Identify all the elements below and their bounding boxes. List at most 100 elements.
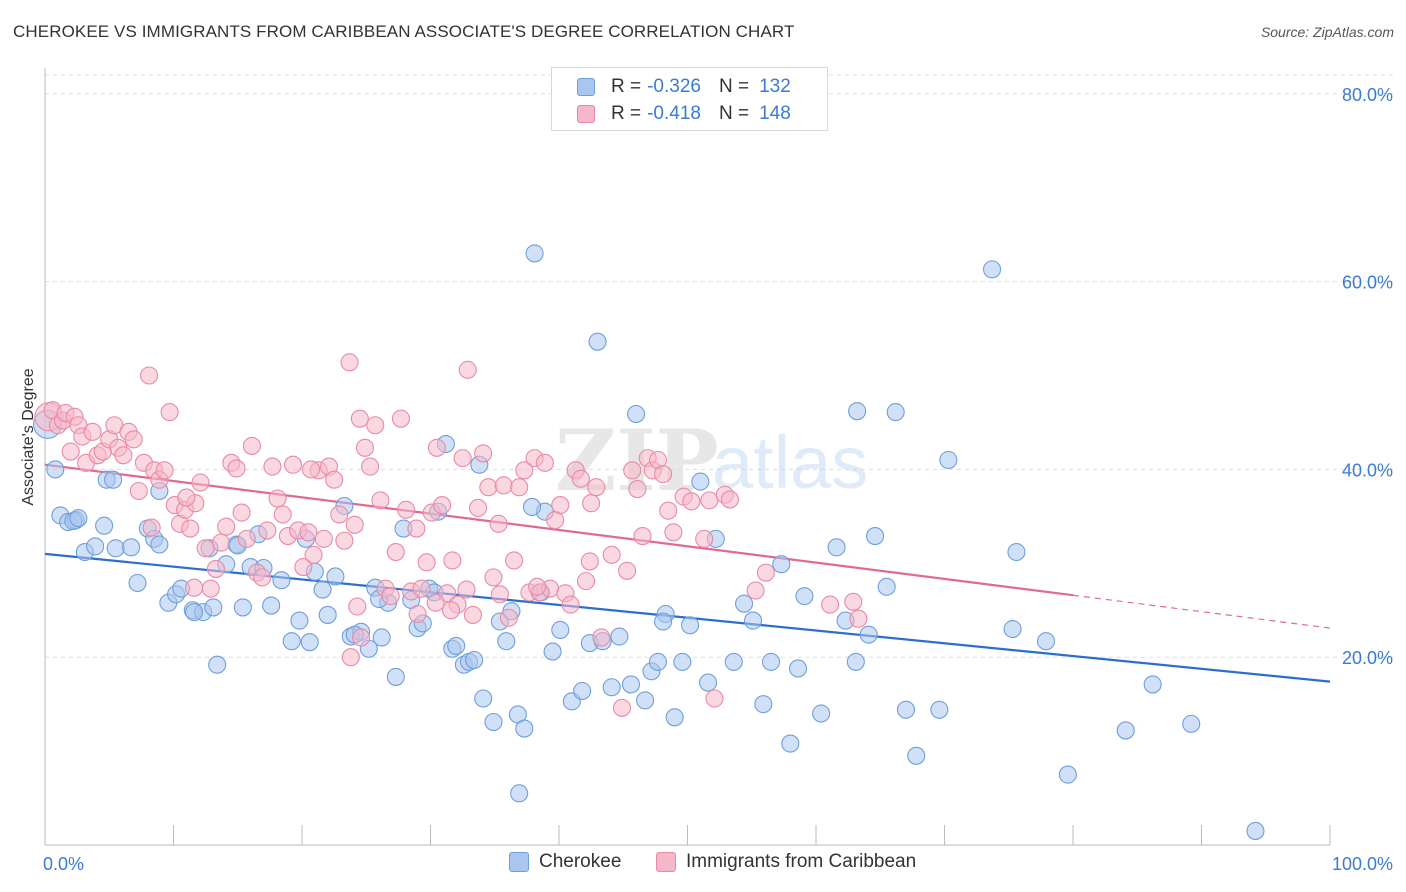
legend-r-label: R = [611,76,642,97]
cherokee-point [447,636,466,655]
cherokee-point [681,616,700,635]
caribbean-point [114,446,133,465]
cherokee-point [372,628,391,647]
cherokee-point [877,577,896,596]
caribbean-point [350,409,369,428]
caribbean-point [155,461,174,480]
caribbean-point [227,459,246,478]
cherokee-point [848,402,867,421]
cherokee-point [106,539,125,558]
cherokee-point [95,516,114,535]
caribbean-point [746,581,765,600]
cherokee-point [313,580,332,599]
cherokee-point [795,587,814,606]
cherokee-point [300,633,319,652]
bottom-legend: Cherokee Immigrants from Caribbean [0,851,1406,877]
axes [44,68,1331,846]
cherokee-point [474,689,493,708]
caribbean-point [177,488,196,507]
caribbean-point [304,545,323,564]
caribbean-point [618,561,637,580]
cherokee-point [522,497,542,517]
caribbean-trend-extension [1072,594,1331,629]
caribbean-point [484,568,503,587]
cherokee-point [510,784,529,803]
caribbean-point [682,492,701,511]
caribbean-point [546,511,565,530]
caribbean-point [582,494,601,513]
cherokee-point [1007,542,1026,562]
legend-r-value: -0.326 [647,76,701,97]
cherokee-point [648,652,667,671]
cherokee-point [907,746,926,765]
caribbean-point [453,449,472,468]
caribbean-point [391,409,410,428]
caribbean-point [140,366,159,385]
cherokee-point [691,472,710,491]
caribbean-point [457,580,476,599]
caribbean-point [587,478,606,497]
cherokee-point [515,719,534,738]
caribbean-point [427,438,446,457]
cherokee-point [788,659,808,678]
caribbean-point [700,491,719,510]
cherokee-point [886,403,905,422]
caribbean-point [366,416,385,435]
cherokee-point [525,244,544,263]
caribbean-point [348,597,367,616]
cherokee-point [627,404,646,424]
caribbean-point [602,545,621,564]
caribbean-point [433,496,452,515]
cherokee-point [69,509,88,528]
caribbean-point [386,542,405,562]
cherokee-point [610,627,629,646]
caribbean-point [335,531,354,550]
chart-title: CHEROKEE VS IMMIGRANTS FROM CARIBBEAN AS… [13,22,795,41]
x-tick-label: 0.0% [43,854,84,874]
caribbean-point [571,469,590,488]
cherokee-point [386,667,405,686]
caribbean-point [633,527,652,546]
caribbean-point [268,489,287,508]
caribbean-point [551,496,570,515]
caribbean-point [576,572,596,591]
caribbean-point [273,505,292,524]
cherokee-point [781,734,800,753]
legend-swatch-blue [577,78,595,96]
cherokee-point [318,605,337,624]
legend: R = -0.326 N = 132 R = -0.418 N = 148 [551,67,828,131]
bottom-legend-cherokee: Cherokee [509,851,621,873]
cherokee-point [282,632,301,651]
watermark-atlas: atlas [712,421,868,504]
caribbean-point [489,514,508,533]
y-tick-label: 40.0% [1342,460,1393,480]
caribbean-point [695,529,714,548]
caribbean-point [720,490,739,509]
bottom-legend-swatch-pink [656,852,676,872]
legend-row-caribbean: R = -0.418 N = 148 [577,101,809,127]
cherokee-point [497,632,516,651]
caribbean-point [407,519,426,538]
cherokee-point [290,611,309,630]
cherokee-point [930,700,949,719]
caribbean-point [528,577,547,596]
caribbean-point [499,608,518,627]
caribbean-point [412,579,431,598]
caribbean-point [211,533,231,552]
caribbean-point [490,585,509,604]
cherokee-point [1116,721,1135,740]
caribbean-point [263,457,282,476]
cherokee-point [654,612,673,631]
cherokee-point [673,652,692,671]
cherokee-point [185,603,204,622]
cherokee-point [939,450,958,470]
bottom-legend-label: Immigrants from Caribbean [686,851,917,872]
caribbean-point [129,481,148,501]
caribbean-trend-line [44,463,1074,597]
caribbean-point [237,529,256,548]
cherokee-point [233,598,252,617]
caribbean-point [821,595,840,614]
cherokee-point [272,571,291,590]
caribbean-point [442,601,461,620]
caribbean-point [160,403,179,422]
